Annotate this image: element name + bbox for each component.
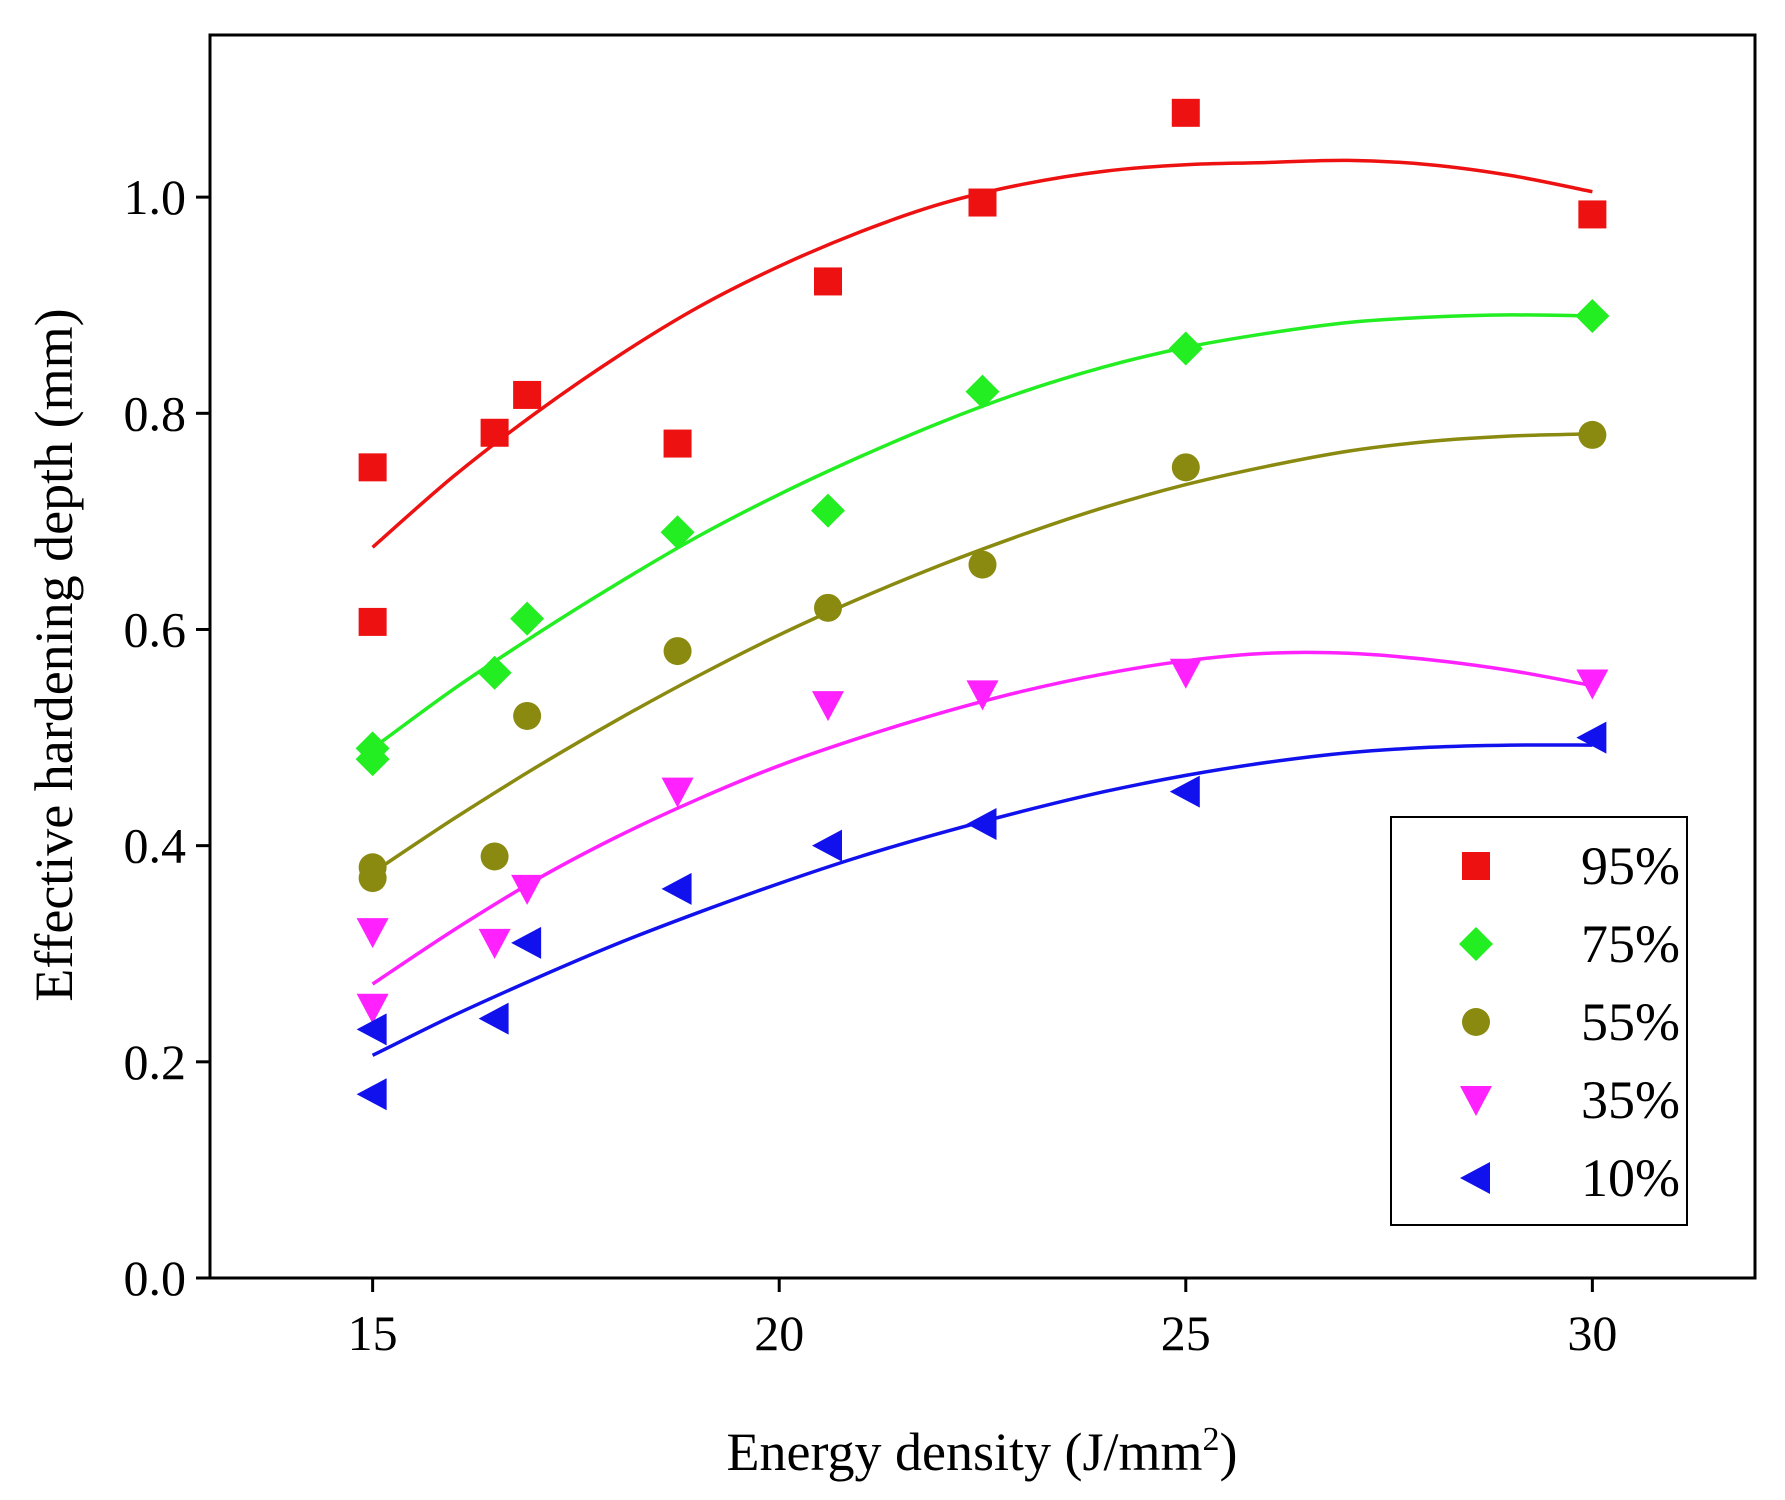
data-point-10 [966, 808, 997, 841]
data-point-55 [968, 550, 997, 579]
data-point-95 [480, 418, 509, 447]
x-tick-label: 30 [1567, 1305, 1617, 1361]
data-point-95 [968, 188, 997, 217]
x-tick-label: 20 [754, 1305, 804, 1361]
data-point-35 [966, 680, 999, 711]
data-point-55 [513, 701, 542, 730]
legend-items: 95% 75% 55% 35% 10% [1459, 836, 1680, 1208]
data-point-35 [1576, 669, 1609, 700]
data-point-10 [478, 1002, 509, 1035]
data-point-35 [478, 928, 511, 959]
data-point-95 [358, 453, 387, 482]
y-tick-label: 0.2 [124, 1034, 187, 1090]
data-point-10 [356, 1078, 387, 1111]
y-tick-label: 0.0 [124, 1250, 187, 1306]
data-point-35 [511, 874, 544, 905]
legend-marker-95 [1462, 852, 1490, 880]
data-point-75 [1575, 299, 1610, 334]
data-point-95 [513, 380, 542, 409]
legend-marker-75 [1459, 927, 1493, 961]
fit-curves [371, 158, 1593, 1057]
data-point-55 [1578, 420, 1607, 449]
data-point-55 [663, 637, 692, 666]
y-tick-label: 0.8 [124, 385, 187, 441]
legend-marker-35 [1460, 1086, 1492, 1116]
data-points [355, 98, 1610, 1111]
y-axis-ticks: 0.0 0.2 0.4 0.6 0.8 1.0 [124, 169, 210, 1306]
data-point-95 [358, 607, 387, 636]
data-point-35 [661, 777, 694, 808]
fit-curve-55 [371, 432, 1593, 875]
legend-label-35: 35% [1581, 1070, 1680, 1130]
legend-box [1390, 816, 1688, 1226]
data-point-95 [814, 267, 842, 296]
data-point-10 [356, 1013, 387, 1046]
legend-label-75: 75% [1581, 914, 1680, 974]
data-point-10 [1576, 721, 1607, 754]
data-point-10 [511, 926, 542, 959]
data-point-75 [660, 515, 695, 550]
data-point-95 [1578, 200, 1607, 229]
legend-label-95: 95% [1581, 836, 1680, 896]
fit-curve-75 [371, 313, 1593, 750]
x-axis-title-superscript: 2 [1202, 1421, 1219, 1458]
data-point-55 [1171, 453, 1200, 482]
data-point-75 [811, 493, 845, 528]
legend-marker-55 [1462, 1008, 1490, 1036]
x-axis-title-main: Energy density (J/mm [727, 1422, 1203, 1482]
data-point-55 [358, 864, 387, 893]
data-point-75 [965, 374, 1000, 409]
data-point-75 [477, 655, 512, 690]
x-axis-title-end: ) [1219, 1422, 1237, 1482]
data-point-10 [661, 872, 692, 905]
data-point-75 [1168, 331, 1203, 366]
y-tick-label: 0.6 [124, 601, 187, 657]
x-axis-title: Energy density (J/mm2) [727, 1421, 1238, 1482]
data-point-35 [356, 918, 389, 949]
data-point-35 [812, 691, 844, 722]
legend-label-55: 55% [1581, 992, 1680, 1052]
y-tick-label: 1.0 [124, 169, 187, 225]
legend-label-10: 10% [1581, 1148, 1680, 1208]
data-point-95 [1171, 98, 1200, 127]
y-tick-label: 0.4 [124, 818, 187, 874]
y-axis-title: Effective hardening depth (mm) [24, 308, 84, 1001]
data-point-75 [510, 601, 545, 636]
data-point-75 [355, 742, 390, 777]
data-point-95 [663, 429, 692, 458]
data-point-55 [814, 593, 842, 622]
legend: 95% 75% 55% 35% 10% [1390, 816, 1688, 1226]
data-point-35 [1169, 658, 1202, 689]
data-point-35 [356, 993, 389, 1024]
data-point-55 [480, 842, 509, 871]
legend-marker-10 [1460, 1162, 1490, 1194]
x-tick-label: 25 [1161, 1305, 1211, 1361]
data-point-10 [812, 829, 842, 862]
x-tick-label: 15 [348, 1305, 398, 1361]
fit-curve-95 [371, 158, 1593, 549]
plot-frame [208, 33, 1757, 1280]
data-point-10 [1169, 775, 1200, 808]
x-axis-ticks: 15 20 25 30 [348, 1278, 1617, 1361]
